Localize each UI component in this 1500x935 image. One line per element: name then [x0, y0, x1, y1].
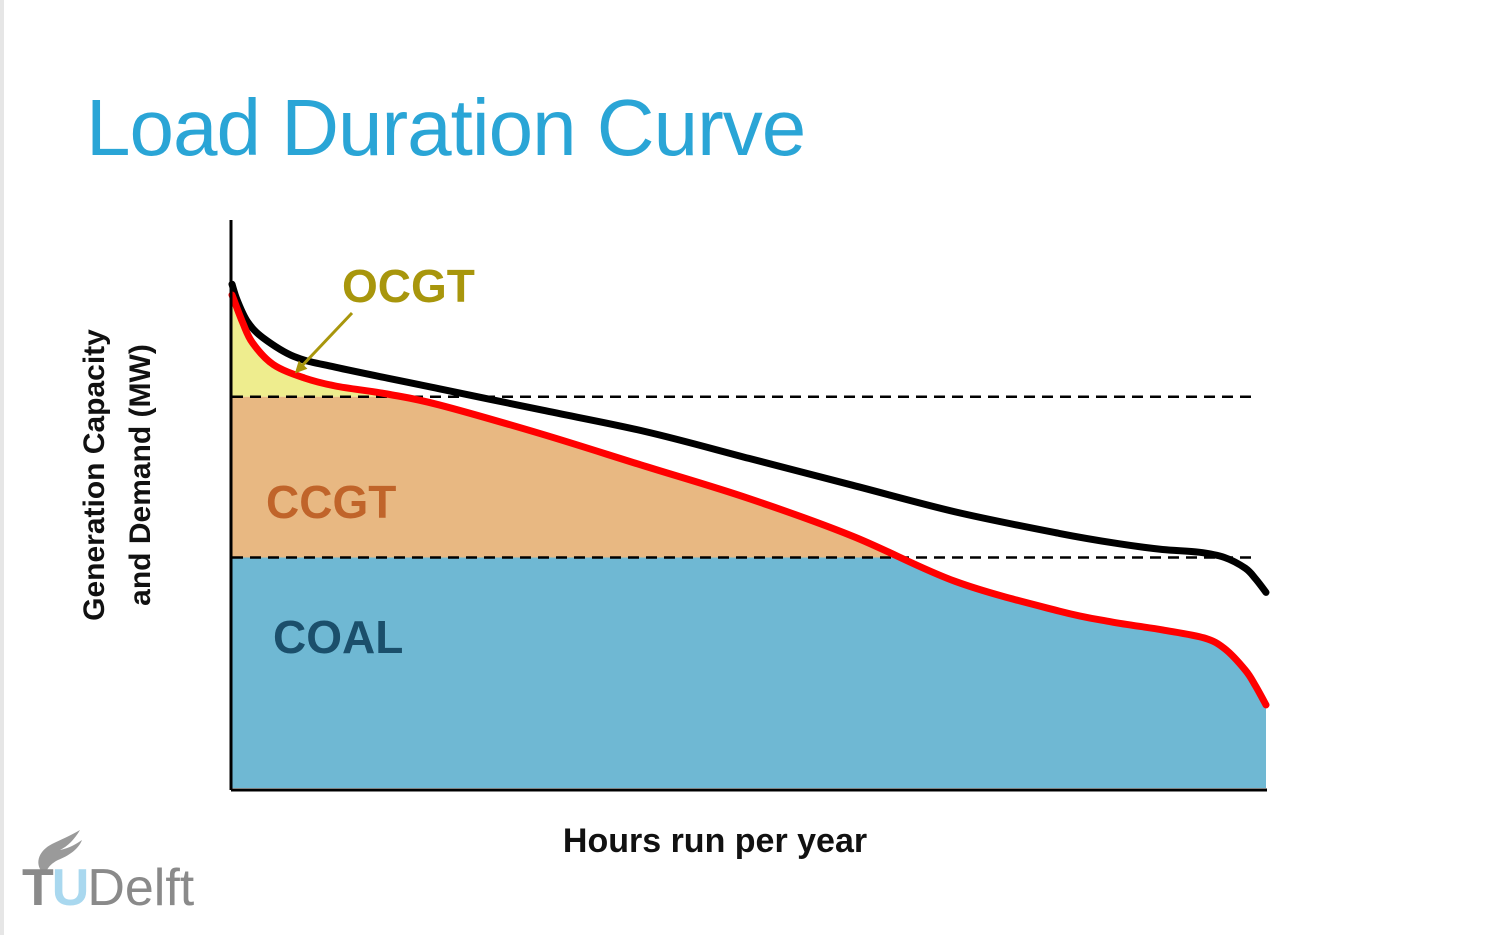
slide-edge — [0, 0, 4, 935]
ocgt-band-area — [232, 294, 403, 397]
y-axis-label: Generation Capacity and Demand (MW) — [78, 329, 157, 621]
demand-curve — [228, 291, 1270, 709]
flame-icon — [38, 830, 82, 872]
logo-t: T — [22, 859, 54, 917]
ocgt-arrow — [294, 311, 354, 374]
slide-title: Load Duration Curve — [86, 83, 806, 172]
ocgt-label: OCGT — [342, 260, 475, 312]
ccgt-band-area — [232, 396, 901, 558]
tu-delft-logo: TUDelft — [22, 828, 252, 918]
capacity-curve — [228, 280, 1270, 596]
logo-delft: Delft — [87, 859, 195, 917]
logo-wordmark: TUDelft — [22, 862, 194, 914]
ccgt-label: CCGT — [266, 476, 396, 528]
coal-band-area — [232, 557, 1266, 788]
coal-label: COAL — [273, 611, 403, 663]
x-axis-label: Hours run per year — [562, 822, 868, 860]
logo-u: U — [51, 859, 90, 917]
